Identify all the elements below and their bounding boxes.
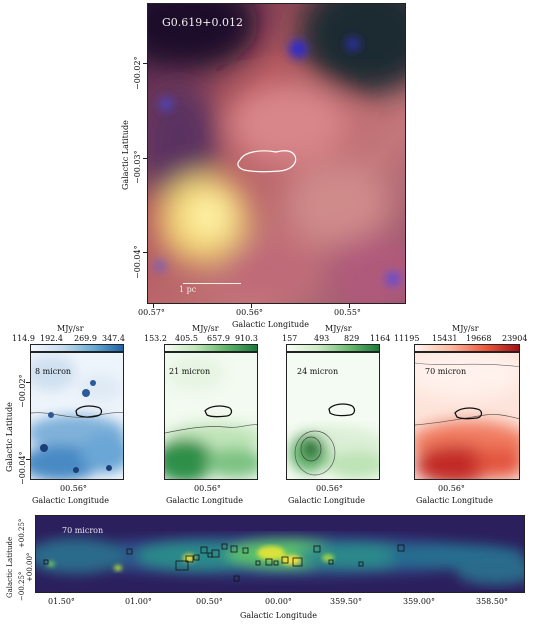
cbar-tick-8-2: 269.9 xyxy=(74,334,97,343)
scale-bar-label: 1 pc xyxy=(179,285,197,294)
main-ytick-2: −00.03° xyxy=(133,150,142,184)
strip-xlabel: Galactic Longitude xyxy=(240,611,317,620)
cbar-tick-21-1: 405.5 xyxy=(175,334,198,343)
cbar-tick-8-3: 347.4 xyxy=(102,334,125,343)
band-label-70: 70 micron xyxy=(425,367,467,376)
cbar-tick-24-1: 493 xyxy=(314,334,330,343)
cbar-tick-24-2: 829 xyxy=(344,334,360,343)
strip-ytick-3: −00.25° xyxy=(18,571,26,601)
main-xtick-2: 00.56° xyxy=(236,308,263,317)
main-xtick-3: 00.55° xyxy=(334,308,361,317)
galactic-plane-strip: 70 micron xyxy=(35,515,525,593)
strip-xtick-1: 01.50° xyxy=(48,597,75,606)
main-xlabel: Galactic Longitude xyxy=(232,320,309,329)
main-xtick-1: 00.57° xyxy=(138,308,165,317)
main-ytick-3: −00.04° xyxy=(133,245,142,279)
strip-xtick-3: 00.50° xyxy=(196,597,223,606)
band-label-24: 24 micron xyxy=(297,367,339,376)
xlabel-70: Galactic Longitude xyxy=(416,496,493,505)
cbar-tick-70-0: 11195 xyxy=(394,334,420,343)
panel-24-micron: 24 micron xyxy=(286,352,380,480)
xlabel-8: Galactic Longitude xyxy=(32,496,109,505)
xtick-8: 00.56° xyxy=(60,484,87,493)
xtick-24: 00.56° xyxy=(316,484,343,493)
xtick-70: 00.56° xyxy=(438,484,465,493)
xlabel-21: Galactic Longitude xyxy=(166,496,243,505)
strip-xtick-6: 359.00° xyxy=(403,597,435,606)
main-ylabel: Galactic Latitude xyxy=(121,120,130,190)
strip-xtick-5: 359.50° xyxy=(330,597,362,606)
unit-label-70: MJy/sr xyxy=(452,324,479,333)
rgb-composite-panel: G0.619+0.012 1 pc xyxy=(147,3,406,304)
panel-70-micron: 70 micron xyxy=(414,352,520,480)
small-ytick-1: −00.02° xyxy=(18,374,27,408)
cbar-tick-70-2: 19668 xyxy=(466,334,492,343)
cbar-tick-70-1: 15431 xyxy=(432,334,458,343)
xtick-21: 00.56° xyxy=(194,484,221,493)
unit-label-21: MJy/sr xyxy=(192,324,219,333)
small-ytick-2: −00.04° xyxy=(18,451,27,485)
strip-xtick-7: 358.50° xyxy=(476,597,508,606)
unit-label-24: MJy/sr xyxy=(325,324,352,333)
cbar-tick-8-0: 114.9 xyxy=(12,334,35,343)
band-label-8: 8 micron xyxy=(35,367,72,376)
scale-bar xyxy=(183,283,241,284)
unit-label-8: MJy/sr xyxy=(57,324,84,333)
panel-21-micron: 21 micron xyxy=(164,352,258,480)
source-label: G0.619+0.012 xyxy=(162,16,243,29)
small-ylabel: Galactic Latitude xyxy=(5,402,14,472)
strip-band-label: 70 micron xyxy=(62,526,104,535)
colorbar-21 xyxy=(164,344,258,352)
cbar-tick-21-2: 657.9 xyxy=(207,334,230,343)
panel-8-micron: 8 micron xyxy=(30,352,124,480)
strip-xtick-4: 00.00° xyxy=(265,597,292,606)
clump-contour xyxy=(237,150,297,173)
colorbar-8 xyxy=(30,344,124,352)
colorbar-24 xyxy=(286,344,380,352)
colorbar-70 xyxy=(414,344,520,352)
rgb-composite-image xyxy=(148,4,405,303)
cbar-tick-24-0: 157 xyxy=(282,334,298,343)
cbar-tick-8-1: 192.4 xyxy=(40,334,63,343)
cbar-tick-21-3: 910.3 xyxy=(235,334,258,343)
band-label-21: 21 micron xyxy=(169,367,211,376)
xlabel-24: Galactic Longitude xyxy=(288,496,365,505)
cbar-tick-70-3: 23904 xyxy=(502,334,528,343)
strip-ytick-2: +00.00° xyxy=(26,552,34,582)
strip-xtick-2: 01.00° xyxy=(125,597,152,606)
strip-ytick-1: +00.25° xyxy=(18,518,26,548)
cbar-tick-21-0: 153.2 xyxy=(144,334,167,343)
cbar-tick-24-3: 1164 xyxy=(370,334,391,343)
main-ytick-1: −00.02° xyxy=(133,56,142,90)
strip-ylabel: Galactic Latitude xyxy=(6,536,14,598)
